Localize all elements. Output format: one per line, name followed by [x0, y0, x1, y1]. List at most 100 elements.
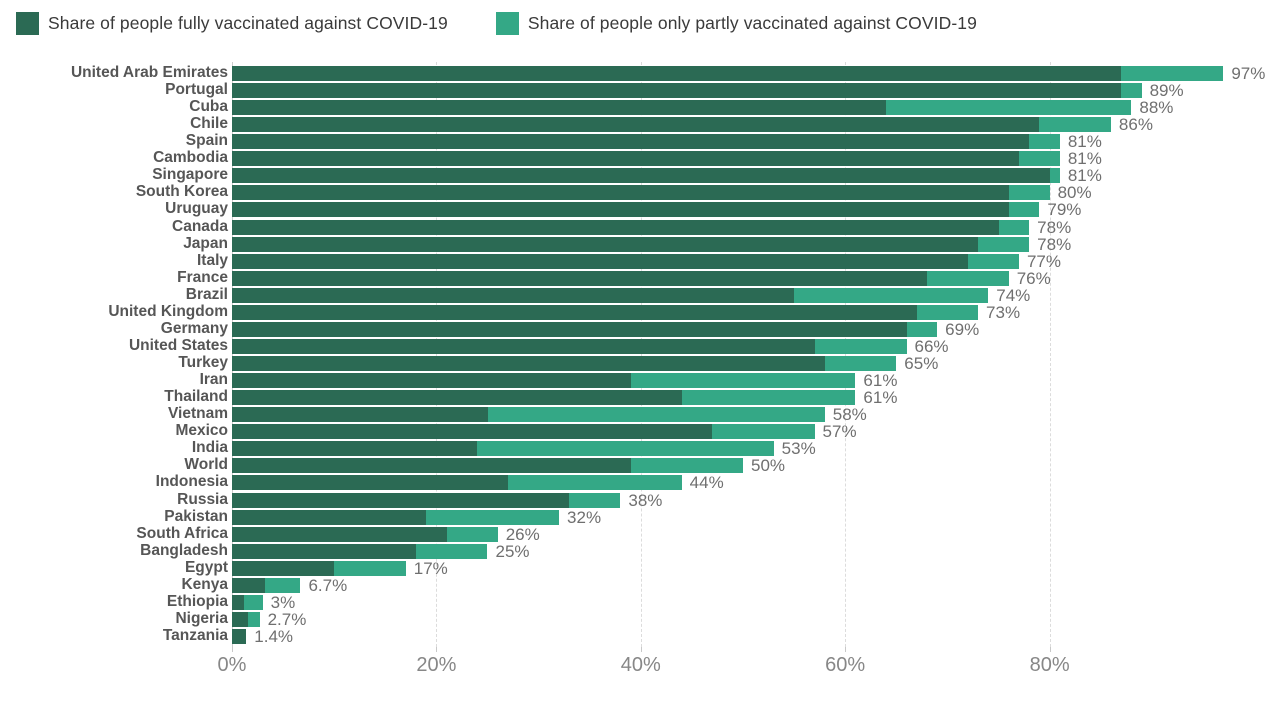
value-label: 88% [1139, 98, 1174, 118]
value-label: 32% [567, 507, 602, 527]
bar-fully-segment [232, 611, 249, 627]
bar-partly-segment [1008, 185, 1050, 201]
legend-label-fully: Share of people fully vaccinated against… [48, 13, 448, 33]
bar-partly-segment [1029, 134, 1060, 150]
country-label: Bangladesh [140, 541, 228, 559]
bar-partly-segment [906, 321, 938, 337]
bar-partly-segment [916, 304, 979, 320]
country-label: Uruguay [165, 200, 228, 218]
country-label: Kenya [181, 575, 228, 593]
country-label: Chile [190, 115, 228, 133]
bar-row: Portugal 89% [0, 81, 1280, 101]
axis-tick-80 [1049, 647, 1051, 652]
bar-partly-segment [978, 236, 1030, 252]
bar-fully-segment [232, 321, 907, 337]
bar-partly-segment [712, 424, 815, 440]
bar-row: Pakistan 32% [0, 507, 1280, 527]
value-label: 58% [832, 405, 867, 425]
value-label: 6.7% [308, 575, 348, 595]
country-label: South Africa [136, 524, 228, 542]
value-label: 26% [505, 524, 540, 544]
value-label: 74% [996, 285, 1031, 305]
gridline-80 [1049, 62, 1051, 647]
value-label: 73% [986, 302, 1021, 322]
country-label: France [177, 268, 228, 286]
axis-tick-label: 40% [620, 654, 661, 676]
bar-partly-segment [1121, 83, 1142, 99]
bar-row: France 76% [0, 268, 1280, 288]
bar-partly-segment [248, 611, 260, 627]
axis-tick-label: 20% [416, 654, 457, 676]
value-label: 50% [751, 456, 786, 476]
bar-fully-segment [232, 236, 979, 252]
value-label: 53% [781, 439, 816, 459]
axis-zero-line [232, 62, 233, 647]
bar-row: Tanzania 1.4% [0, 627, 1280, 645]
bar-row: Russia 38% [0, 491, 1280, 509]
axis-tick-0 [232, 647, 233, 652]
bar-fully-segment [232, 83, 1122, 99]
legend-item-partly: Share of people only partly vaccinated a… [495, 12, 977, 35]
bar-partly-segment [1008, 202, 1040, 218]
value-label: 25% [495, 541, 530, 561]
legend-swatch-partly-icon [495, 12, 519, 35]
bar-row: Cambodia 81% [0, 149, 1280, 169]
value-label: 77% [1026, 251, 1061, 271]
bar-partly-segment [967, 253, 1019, 269]
legend-item-fully: Share of people fully vaccinated against… [16, 12, 448, 35]
country-label: Turkey [178, 354, 228, 372]
value-label: 97% [1231, 64, 1266, 83]
country-label: Germany [160, 319, 228, 337]
bar-fully-segment [232, 270, 927, 286]
country-label: South Korea [135, 183, 228, 201]
country-label: Spain [185, 132, 228, 150]
country-label: Vietnam [167, 405, 228, 423]
bar-fully-segment [232, 287, 795, 303]
bar-row: Turkey 65% [0, 354, 1280, 374]
bar-row: Cuba 88% [0, 98, 1280, 118]
bar-fully-segment [232, 117, 1040, 133]
country-label: Japan [183, 234, 228, 252]
legend-swatch-fully-icon [16, 12, 39, 35]
bar-row: Ethiopia 3% [0, 593, 1280, 611]
value-label: 79% [1047, 200, 1082, 220]
bar-fully-segment [232, 458, 631, 474]
bar-fully-segment [232, 475, 508, 491]
value-label: 61% [863, 388, 898, 408]
bar-row: Indonesia 44% [0, 473, 1280, 493]
plot-area: 0% 20% 40% 60% 80% United Arab Emirates 97% Por… [0, 60, 1280, 704]
bar-partly-segment [681, 390, 856, 406]
country-label: Cambodia [153, 149, 228, 167]
bar-fully-segment [232, 185, 1009, 201]
value-label: 78% [1037, 217, 1072, 237]
bar-row: South Korea 80% [0, 183, 1280, 202]
bar-fully-segment [232, 594, 245, 610]
bar-row: Chile 86% [0, 115, 1280, 135]
axis-tick-40 [640, 647, 642, 652]
bar-partly-segment [630, 458, 743, 474]
value-label: 81% [1067, 149, 1102, 169]
value-label: 65% [904, 354, 939, 374]
bar-fully-segment [232, 577, 265, 593]
axis-tick-label: 80% [1029, 654, 1070, 676]
bar-row: United States 66% [0, 337, 1280, 355]
value-label: 78% [1037, 234, 1072, 254]
axis-tick-60 [845, 647, 847, 652]
bar-fully-segment [232, 134, 1030, 150]
country-label: Canada [172, 217, 228, 235]
bar-row: India 53% [0, 439, 1280, 459]
bar-row: Iran 61% [0, 372, 1280, 390]
bar-row: Thailand 61% [0, 388, 1280, 408]
country-label: Brazil [185, 285, 228, 303]
bar-fully-segment [232, 492, 570, 508]
value-label: 89% [1149, 81, 1184, 101]
bar-partly-segment [1018, 151, 1060, 167]
value-label: 86% [1118, 115, 1153, 135]
value-label: 44% [689, 473, 724, 493]
bar-fully-segment [232, 304, 917, 320]
value-label: 76% [1016, 268, 1051, 288]
axis-tick-label: 60% [825, 654, 866, 676]
bar-partly-segment [569, 492, 621, 508]
bar-partly-segment [244, 594, 263, 610]
